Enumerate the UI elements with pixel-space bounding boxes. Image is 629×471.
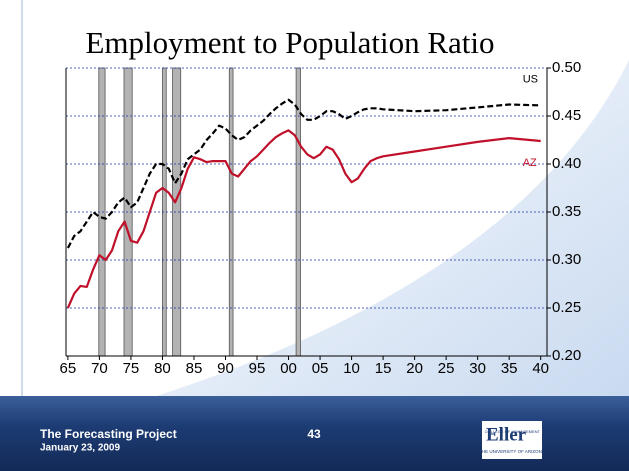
logo-box	[482, 421, 542, 459]
x-tick-label: 40	[532, 360, 549, 377]
series-label: AZ	[523, 157, 537, 169]
chart-title: Employment to Population Ratio	[85, 25, 494, 60]
x-tick-label: 80	[154, 360, 171, 377]
x-tick-label: 85	[186, 360, 203, 377]
x-tick-label: 65	[60, 360, 77, 377]
page-number: 43	[307, 427, 321, 441]
y-tick-label: 0.30	[552, 251, 581, 268]
y-tick-label: 0.45	[552, 107, 581, 124]
y-tick-label: 0.35	[552, 203, 581, 220]
logo-name: Eller	[486, 424, 527, 445]
y-tick-label: 0.40	[552, 155, 581, 172]
series-line	[66, 129, 541, 309]
series-line	[66, 98, 541, 249]
y-tick-label: 0.20	[552, 347, 581, 364]
logo-university: THE UNIVERSITY OF ARIZONA	[479, 449, 545, 454]
x-tick-label: 30	[469, 360, 486, 377]
y-tick-label: 0.25	[552, 299, 581, 316]
footer-date: January 23, 2009	[40, 443, 120, 454]
x-tick-label: 05	[312, 360, 329, 377]
x-tick-label: 90	[217, 360, 234, 377]
x-tick-label: 10	[343, 360, 360, 377]
x-tick-label: 15	[375, 360, 392, 377]
x-tick-label: 35	[501, 360, 518, 377]
x-tick-label: 95	[249, 360, 266, 377]
x-tick-label: 25	[438, 360, 455, 377]
y-tick-label: 0.50	[552, 59, 581, 76]
x-tick-label: 20	[406, 360, 423, 377]
footer-project: The Forecasting Project	[40, 427, 177, 441]
background-sweep	[150, 60, 629, 398]
x-tick-label: 75	[123, 360, 140, 377]
logo-college: COLLEGE OF MANAGEMENT	[485, 429, 541, 434]
x-tick-label: 70	[91, 360, 108, 377]
series-label: US	[523, 73, 538, 85]
x-tick-label: 00	[280, 360, 297, 377]
